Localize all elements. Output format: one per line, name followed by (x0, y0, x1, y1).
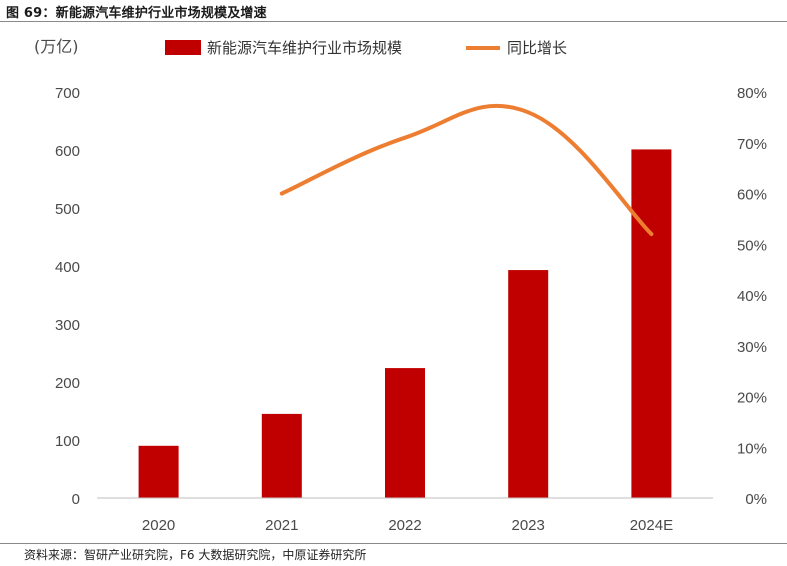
legend-line-label: 同比增长 (507, 39, 567, 57)
y-tick-label: 400 (55, 259, 80, 276)
growth-line (279, 103, 654, 237)
y2-tick-label: 30% (737, 339, 767, 356)
source-note: 资料来源：智研产业研究院，F6 大数据研究院，中原证券研究所 (24, 548, 367, 562)
y-tick-label: 0 (72, 491, 80, 508)
y2-tick-label: 80% (737, 85, 767, 102)
y2-tick-label: 10% (737, 440, 767, 457)
bar-2020 (138, 445, 179, 498)
y-tick-label: 600 (55, 143, 80, 160)
x-tick-label: 2021 (265, 517, 298, 534)
y-tick-label: 200 (55, 375, 80, 392)
x-tick-label: 2022 (388, 517, 421, 534)
y2-tick-label: 20% (737, 390, 767, 407)
y2-tick-label: 0% (745, 491, 767, 508)
y-axis-left: 0 100 200 300 400 500 600 700 (55, 85, 80, 508)
y-axis-unit: (万亿) (34, 37, 79, 56)
y-tick-label: 100 (55, 433, 80, 450)
figure-title-text: 新能源汽车维护行业市场规模及增速 (55, 6, 267, 21)
x-tick-label: 2024E (630, 517, 673, 534)
title-divider (0, 21, 787, 22)
combo-chart: 新能源汽车维护行业市场规模 同比增长 (万亿) 0 100 200 300 400 500… (34, 37, 767, 534)
bar-2024E (631, 149, 672, 499)
bar-2023 (508, 270, 549, 498)
bar-series (138, 149, 672, 499)
figure-title: 图 69：新能源汽车维护行业市场规模及增速 (6, 2, 267, 21)
x-tick-label: 2020 (142, 517, 175, 534)
x-axis: 2020 2021 2022 2023 2024E (142, 517, 673, 534)
y-axis-right: 0% 10% 20% 30% 40% 50% 60% 70% 80% (737, 85, 767, 508)
x-tick-label: 2023 (512, 517, 545, 534)
bar-2021 (261, 413, 302, 498)
y2-tick-label: 60% (737, 187, 767, 204)
y2-tick-label: 40% (737, 288, 767, 305)
figure-label: 图 69： (6, 6, 56, 21)
source-divider (0, 543, 787, 544)
y-tick-label: 300 (55, 317, 80, 334)
y2-tick-label: 70% (737, 136, 767, 153)
legend: 新能源汽车维护行业市场规模 同比增长 (165, 39, 567, 57)
legend-bar-swatch (165, 40, 201, 55)
y-tick-label: 700 (55, 85, 80, 102)
bar-2022 (385, 368, 425, 498)
y2-tick-label: 50% (737, 237, 767, 254)
y-tick-label: 500 (55, 201, 80, 218)
legend-bar-label: 新能源汽车维护行业市场规模 (207, 39, 402, 57)
line-series (279, 103, 654, 237)
